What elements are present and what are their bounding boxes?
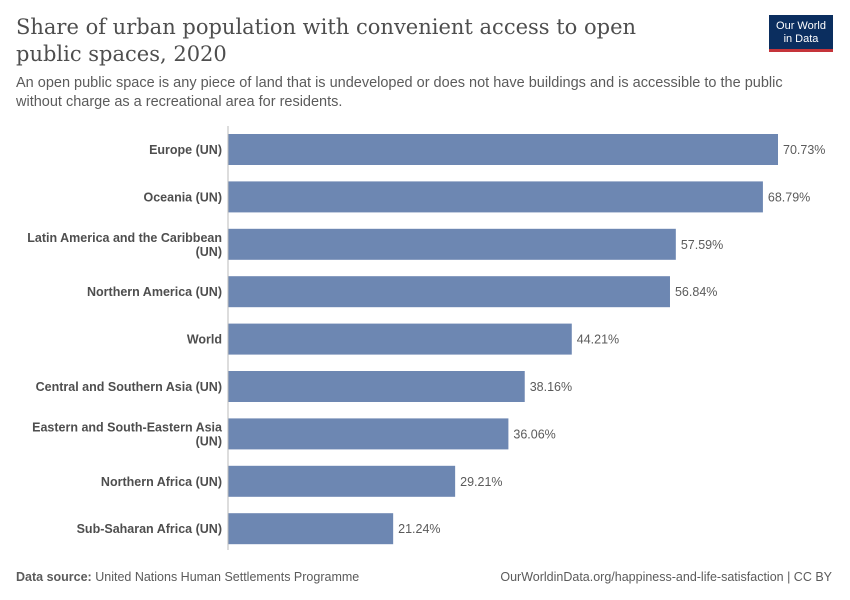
bar-chart: 70.73% Europe (UN) 68.79% Oceania (UN) 57.59… xyxy=(27,126,825,550)
data-source-label: Data source: xyxy=(16,570,92,584)
bar[interactable] xyxy=(228,465,456,497)
data-source: Data source: United Nations Human Settle… xyxy=(16,570,359,584)
source-url-link[interactable]: OurWorldinData.org/happiness-and-life-sa… xyxy=(500,570,832,584)
bar[interactable] xyxy=(228,228,676,260)
bar[interactable] xyxy=(228,276,670,308)
category-label: Central and Southern Asia (UN) xyxy=(36,380,222,394)
data-source-text: United Nations Human Settlements Program… xyxy=(95,570,360,584)
bar[interactable] xyxy=(228,134,778,165)
bar[interactable] xyxy=(228,418,509,450)
bar-value-label: 29.21% xyxy=(460,475,502,489)
bar-value-label: 57.59% xyxy=(681,238,723,252)
owid-logo[interactable]: Our World in Data xyxy=(769,15,833,52)
chart-title: Share of urban population with convenien… xyxy=(16,15,637,66)
category-label: Latin America and the Caribbean (UN) xyxy=(27,231,222,259)
logo-line-2: in Data xyxy=(783,33,819,45)
bar[interactable] xyxy=(228,371,525,402)
bar[interactable] xyxy=(228,513,394,545)
category-label: Eastern and South-Eastern Asia (UN) xyxy=(32,420,223,448)
chart-subtitle: An open public space is any piece of lan… xyxy=(16,75,783,110)
bar-value-label: 68.79% xyxy=(768,190,810,204)
logo-line-1: Our World xyxy=(776,20,826,32)
bar-value-label: 56.84% xyxy=(675,285,717,299)
bar[interactable] xyxy=(228,323,572,355)
category-label: Europe (UN) xyxy=(149,143,222,157)
bar-value-label: 36.06% xyxy=(513,427,555,441)
bar-value-label: 38.16% xyxy=(530,380,572,394)
category-label: Sub-Saharan Africa (UN) xyxy=(77,522,222,536)
bar-value-label: 44.21% xyxy=(577,333,619,347)
category-label: Northern Africa (UN) xyxy=(101,475,222,489)
bar[interactable] xyxy=(228,181,763,213)
bar-value-label: 21.24% xyxy=(398,522,440,536)
category-label: Northern America (UN) xyxy=(87,285,222,299)
bars-layer: 70.73% Europe (UN) 68.79% Oceania (UN) 57.59… xyxy=(27,126,825,550)
category-label: Oceania (UN) xyxy=(144,190,223,204)
category-label: World xyxy=(187,333,222,347)
bar-value-label: 70.73% xyxy=(783,143,825,157)
